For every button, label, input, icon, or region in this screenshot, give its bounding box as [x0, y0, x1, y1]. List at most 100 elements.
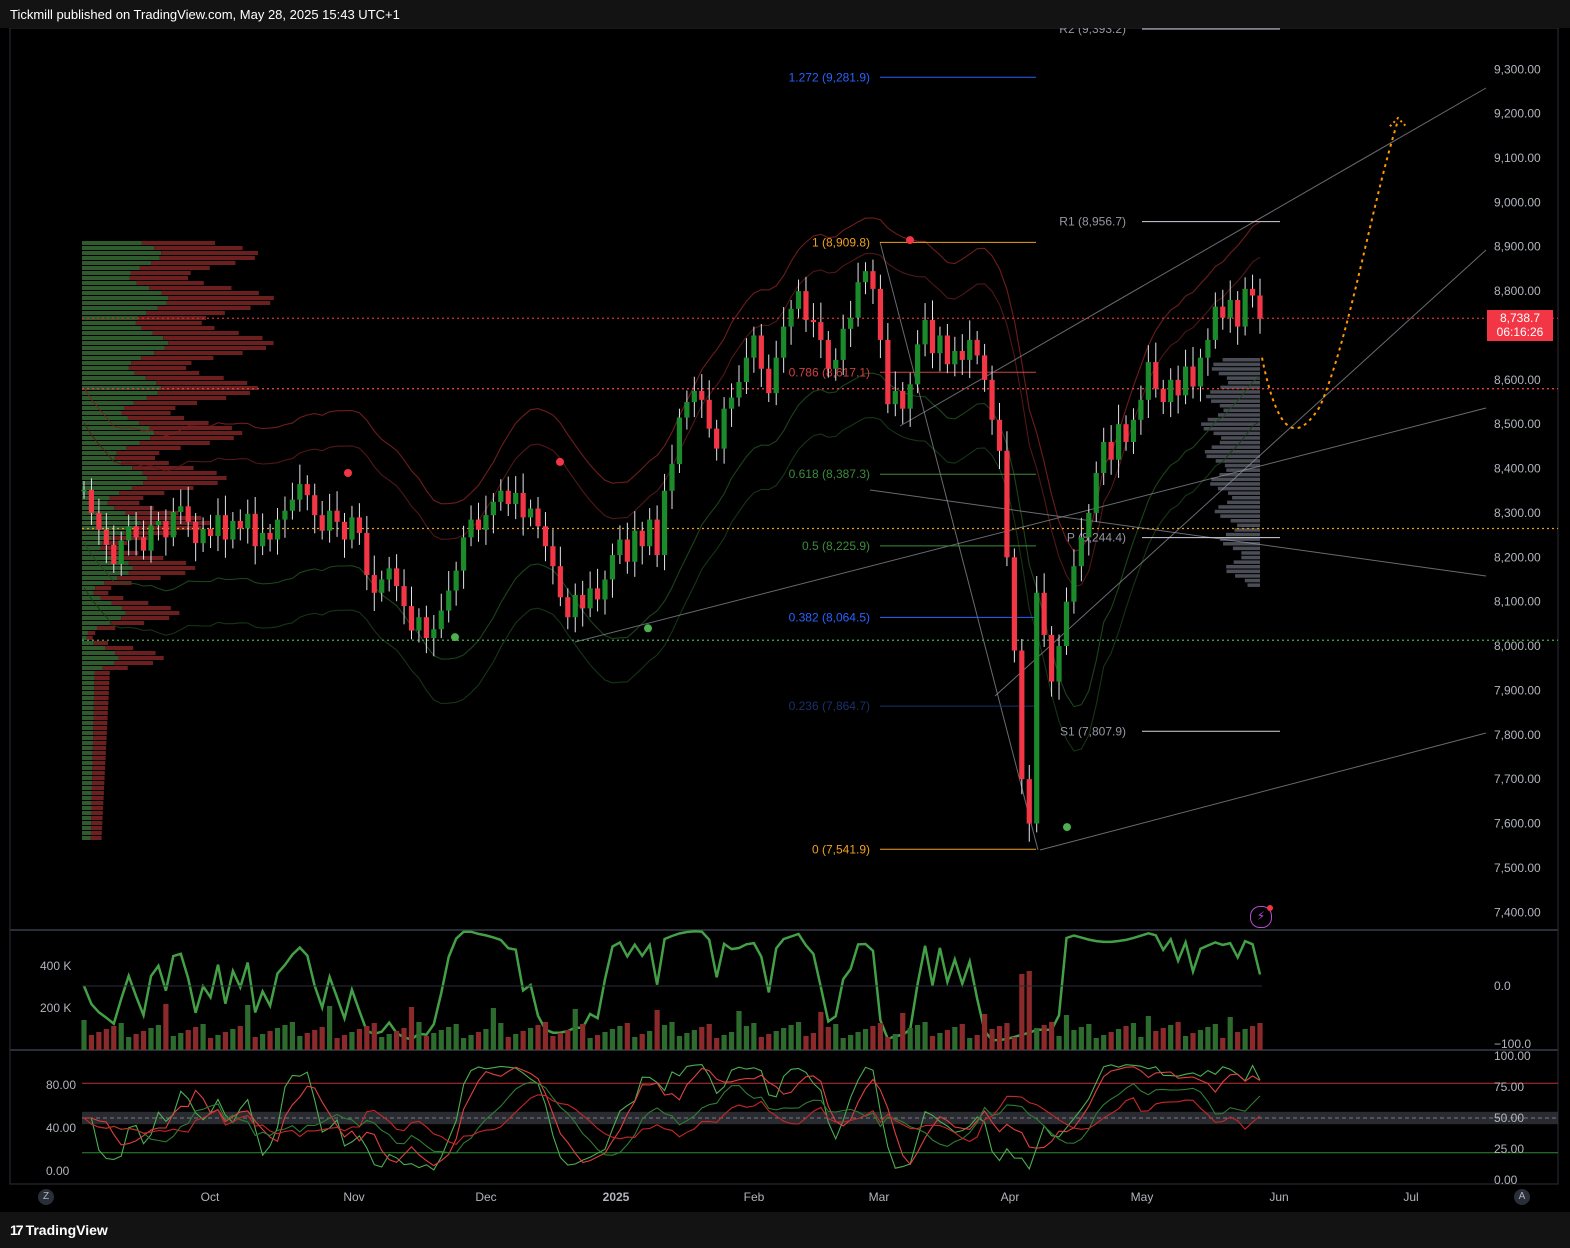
volume-bar [1138, 1037, 1144, 1050]
candle-body [870, 271, 876, 289]
profile-bar-up [82, 376, 146, 380]
candle-body [1041, 592, 1047, 635]
candle-body [557, 566, 563, 598]
time-tick-label: 2025 [603, 1190, 630, 1204]
session-profile-bar [1210, 482, 1260, 486]
alert-bolt-icon[interactable]: ⚡ [1250, 905, 1273, 928]
profile-bar-down [102, 666, 128, 670]
price-tick-label: 7,400.00 [1494, 905, 1541, 919]
candle-body [676, 417, 683, 465]
candle-body [1034, 592, 1040, 824]
volume-bar [617, 1026, 623, 1050]
candle-body [1249, 288, 1256, 296]
candle-body [1227, 299, 1233, 318]
profile-bar-up [82, 341, 169, 345]
tradingview-logo[interactable]: 17 TradingView [10, 1222, 108, 1238]
projection-arrowhead [1389, 116, 1407, 127]
auto-scale-button[interactable]: A [1514, 1189, 1530, 1205]
volume-bar [1048, 1022, 1055, 1050]
stoch-right-label: 50.00 [1494, 1111, 1524, 1125]
profile-bar-down [86, 636, 93, 640]
candle-body [617, 539, 623, 556]
candle-body [1093, 473, 1099, 513]
candle-body [1212, 306, 1218, 340]
signal-dot [906, 236, 914, 245]
candle-body [788, 308, 794, 327]
candle-body [371, 575, 377, 593]
candle-body [1086, 512, 1092, 538]
fib-label: 0 (7,541.9) [812, 842, 870, 856]
last-price-value: 8,738.7 [1499, 311, 1541, 325]
candle-body [594, 588, 601, 600]
candle-body [654, 519, 660, 556]
volume-bar [1205, 1027, 1211, 1050]
price-chart[interactable]: 1.272 (9,281.9) 1 (8,909.8) 0.786 (8,617.1… [0, 28, 1570, 1212]
profile-bar-down [163, 336, 263, 340]
profile-bar-up [82, 776, 93, 780]
fib-label: 1.272 (9,281.9) [789, 70, 870, 84]
volume-bar [260, 1034, 266, 1050]
volume-bar [520, 1031, 526, 1050]
time-axis[interactable]: Oct Nov Dec 2025 Feb Mar Apr May Jun Jul [201, 1190, 1419, 1204]
zoom-reset-button[interactable]: Z [38, 1189, 54, 1205]
volume-bar [304, 1033, 310, 1050]
profile-bar-down [127, 416, 185, 420]
candle-body [111, 544, 117, 564]
profile-bar-down [92, 776, 105, 780]
profile-bar-down [92, 751, 106, 755]
volume-bar [126, 1037, 132, 1050]
profile-bar-up [82, 736, 94, 740]
profile-bar-down [113, 661, 154, 665]
profile-bar-up [82, 371, 135, 375]
candle-body [207, 528, 214, 537]
profile-bar-up [82, 701, 94, 705]
price-axis[interactable]: 9,300.00 9,200.00 9,100.00 9,000.00 8,900.00… [1494, 62, 1541, 919]
candle-body [632, 530, 638, 562]
volume-bar [1220, 1038, 1226, 1050]
stoch-left-label: 0.00 [46, 1164, 70, 1178]
candle-body [959, 350, 965, 360]
candle-body [423, 617, 429, 639]
session-profile-bar [1219, 473, 1260, 477]
profile-bar-down [157, 391, 250, 395]
candle-body [289, 499, 296, 511]
stoch-line [84, 1064, 1261, 1171]
signal-dot [1063, 823, 1071, 832]
volume-bar [706, 1024, 712, 1050]
chart-frame [9, 28, 1559, 1185]
candle-body [1220, 306, 1226, 318]
volume-bar [103, 1029, 109, 1050]
volume-bar [423, 1036, 429, 1050]
price-tick-label: 8,300.00 [1494, 506, 1541, 520]
profile-bar-down [156, 381, 248, 385]
candle-body [840, 328, 846, 360]
candle-body [513, 492, 519, 505]
stoch-right-label: 75.00 [1494, 1080, 1524, 1094]
candle-body [996, 419, 1003, 451]
profile-bar-up [82, 661, 114, 665]
profile-bar-down [154, 431, 243, 435]
profile-bar-up [82, 676, 95, 680]
profile-bar-up [82, 306, 158, 310]
chart-border [9, 28, 1559, 1185]
volume-bar [937, 1033, 943, 1050]
volume-bar [982, 1014, 988, 1050]
profile-bar-up [82, 471, 143, 475]
profile-bar-down [93, 716, 108, 720]
volume-bar [1145, 1016, 1151, 1050]
candle-body [1108, 441, 1114, 460]
volume-bar [1175, 1022, 1181, 1050]
volume-bar [1182, 1036, 1189, 1050]
profile-bar-down [128, 571, 186, 575]
session-profile-bar [1213, 362, 1260, 367]
candle-body [743, 357, 750, 383]
session-profile-bar [1244, 578, 1260, 583]
candle-body [877, 288, 884, 340]
profile-bar-up [82, 601, 112, 605]
profile-bar-up [82, 706, 94, 710]
profile-bar-up [82, 546, 101, 550]
profile-bar-up [82, 786, 92, 790]
volume-bar [215, 1035, 221, 1050]
volume-bar [379, 1037, 385, 1050]
fib-label: 0.786 (8,617.1) [789, 365, 870, 379]
